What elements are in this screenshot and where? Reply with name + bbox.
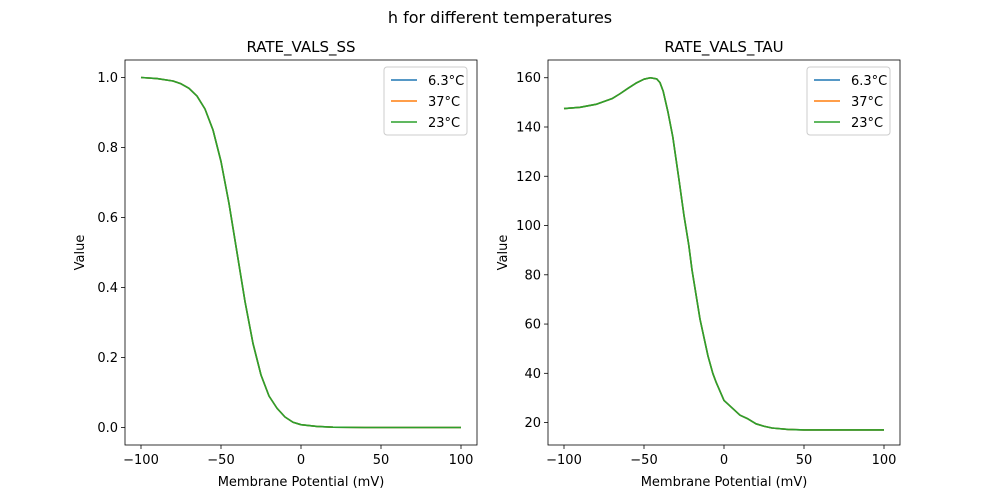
legend-box — [383, 66, 468, 136]
legend-label-0: 6.3°C — [851, 74, 887, 89]
x-axis-label: Membrane Potential (mV) — [218, 475, 385, 490]
x-tick-label: −100 — [546, 453, 582, 468]
subplot-rate-vals-ss: −100 −50 0 50 100 0.0 0.2 0.4 0.6 0.8 1.0 RATE_VALS… — [73, 38, 478, 490]
series-line-2 — [140, 76, 461, 429]
y-tick-label: 120 — [516, 170, 541, 185]
series-line-2 — [563, 76, 884, 431]
y-tick-label: 140 — [516, 120, 541, 135]
legend-label-1: 37°C — [428, 95, 460, 110]
subplot-title: RATE_VALS_SS — [246, 38, 355, 57]
y-tick-label: 80 — [524, 268, 541, 283]
y-tick-label: 0.8 — [97, 141, 118, 156]
x-tick-label: 0 — [720, 453, 728, 468]
x-tick-label: −50 — [207, 453, 234, 468]
y-tick-label: 40 — [524, 367, 541, 382]
y-tick-label: 0.6 — [97, 211, 118, 226]
legend-label-0: 6.3°C — [428, 74, 464, 89]
x-tick-label: −100 — [123, 453, 159, 468]
x-tick-label: 50 — [796, 453, 813, 468]
y-tick-label: 160 — [516, 71, 541, 86]
x-tick-label: 50 — [373, 453, 390, 468]
legend: 6.3°C 37°C 23°C — [383, 66, 468, 136]
legend-label-1: 37°C — [851, 95, 883, 110]
figure-suptitle: h for different temperatures — [388, 8, 612, 27]
y-tick-label: 0.2 — [97, 351, 118, 366]
legend-box — [806, 66, 891, 136]
y-tick-label: 0.4 — [97, 281, 118, 296]
legend-label-2: 23°C — [851, 116, 883, 131]
legend: 6.3°C 37°C 23°C — [806, 66, 891, 136]
y-axis-label: Value — [496, 235, 511, 271]
x-tick-label: −50 — [630, 453, 657, 468]
y-tick-label: 60 — [524, 318, 541, 333]
legend-label-2: 23°C — [428, 116, 460, 131]
subplot-title: RATE_VALS_TAU — [664, 38, 783, 57]
y-axis-label: Value — [73, 235, 88, 271]
y-tick-label: 20 — [524, 416, 541, 431]
y-tick-label: 0.0 — [97, 421, 118, 436]
y-tick-label: 100 — [516, 219, 541, 234]
subplot-rate-vals-tau: −100 −50 0 50 100 20 40 60 80 100 120 140 160 RATE_VA… — [496, 38, 901, 490]
x-tick-label: 100 — [449, 453, 474, 468]
x-tick-label: 100 — [872, 453, 897, 468]
x-axis-label: Membrane Potential (mV) — [641, 475, 808, 490]
x-tick-label: 0 — [297, 453, 305, 468]
y-tick-label: 1.0 — [97, 71, 118, 86]
